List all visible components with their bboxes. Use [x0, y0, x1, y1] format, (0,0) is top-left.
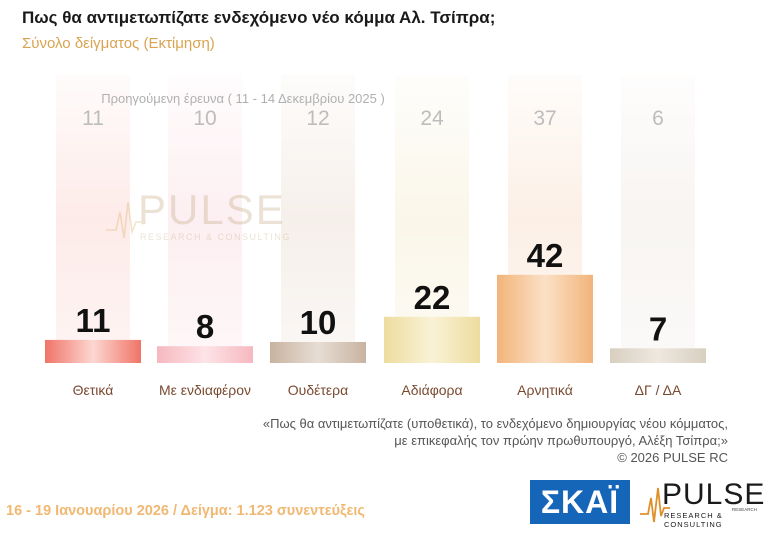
background-column	[168, 75, 242, 363]
value-label: 11	[76, 302, 111, 339]
category-label: Αδιάφορα	[401, 382, 462, 398]
survey-footer: 16 - 19 Ιανουαρίου 2026 / Δείγμα: 1.123 …	[6, 503, 365, 519]
bar	[497, 274, 593, 363]
background-column	[621, 75, 695, 363]
value-label: 10	[300, 304, 337, 341]
previous-value-label: 24	[420, 107, 444, 130]
background-column	[281, 75, 355, 363]
pulse-logo-text: PULSE	[662, 478, 766, 511]
previous-value-label: 11	[82, 107, 104, 130]
pulse-logo-wave-icon	[640, 487, 670, 523]
background-column	[395, 75, 469, 363]
previous-value-label: 10	[193, 107, 216, 130]
question-quote: «Πως θα αντιμετωπίζατε (υποθετικά), το ε…	[208, 415, 728, 466]
quote-line: «Πως θα αντιμετωπίζατε (υποθετικά), το ε…	[262, 416, 728, 431]
watermark-sub: RESEARCH & CONSULTING	[140, 232, 291, 242]
pulse-logo-sub: RESEARCH & CONSULTING	[664, 511, 723, 529]
category-label: Με ενδιαφέρον	[159, 382, 251, 398]
value-label: 7	[649, 310, 667, 347]
bar	[45, 339, 141, 363]
copyright-line: © 2026 PULSE RC	[617, 450, 728, 465]
category-label: Θετικά	[73, 382, 114, 398]
previous-value-label: 12	[306, 107, 329, 130]
watermark-name: PULSE	[138, 186, 286, 233]
bar	[610, 348, 706, 363]
chart-subtitle: Σύνολο δείγματος (Εκτίμηση)	[22, 35, 215, 52]
pulse-watermark: PULSE RESEARCH & CONSULTING	[106, 186, 292, 244]
quote-line: με επικεφαλής τον πρώην πρωθυπουργό, Αλέ…	[394, 433, 728, 448]
category-label: ΔΓ / ΔΑ	[635, 382, 682, 398]
category-label: Ουδέτερα	[288, 382, 348, 398]
bar	[384, 316, 480, 363]
value-label: 22	[414, 279, 451, 316]
bar	[270, 342, 366, 363]
skai-logo: ΣΚΑΪ	[530, 480, 630, 524]
category-label: Αρνητικά	[517, 382, 573, 398]
bar	[157, 346, 253, 363]
pulse-logo-small: RESEARCH	[732, 507, 758, 512]
chart-title: Πως θα αντιμετωπίζατε ενδεχόμενο νέο κόμ…	[22, 8, 496, 27]
value-label: 42	[527, 237, 564, 274]
value-label: 8	[196, 308, 214, 345]
pulse-logo: PULSE RESEARCH RESEARCH & CONSULTING	[640, 478, 766, 529]
pulse-wave-icon	[106, 201, 146, 239]
previous-value-label: 6	[652, 107, 664, 130]
background-column	[56, 75, 130, 363]
previous-survey-label: Προηγούμενη έρευνα ( 11 - 14 Δεκεμβρίου …	[101, 91, 385, 106]
previous-value-label: 37	[533, 107, 556, 130]
